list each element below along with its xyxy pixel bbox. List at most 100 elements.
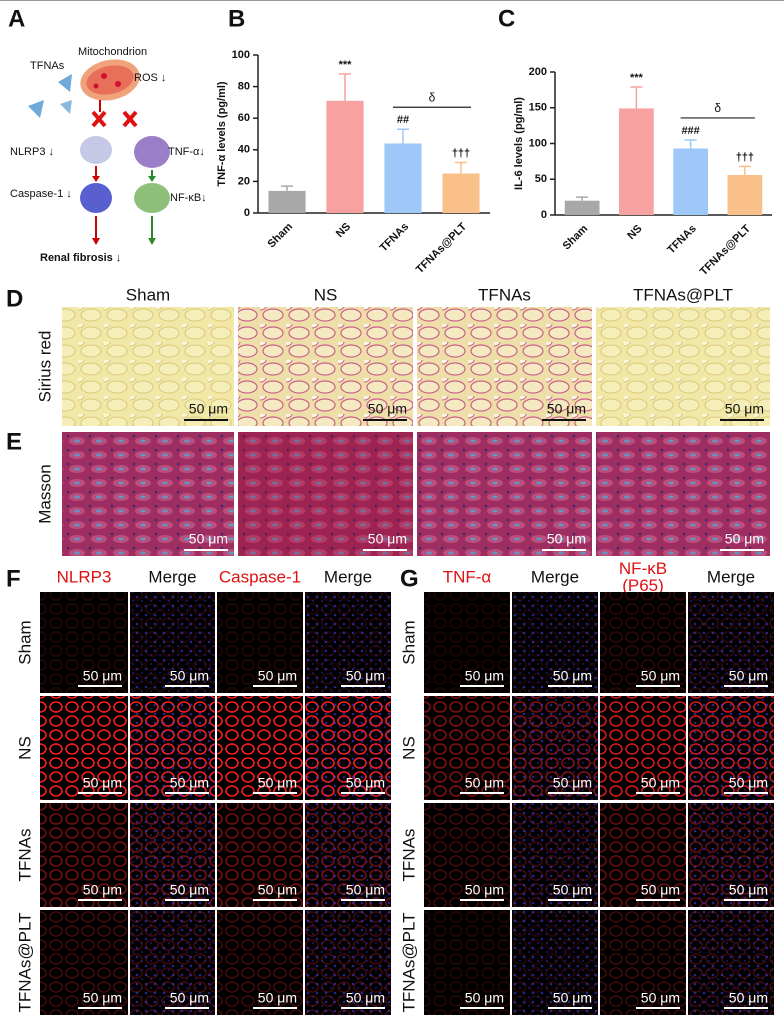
column-header: TFNAs xyxy=(478,285,531,304)
micrograph xyxy=(417,307,592,426)
y-axis-label: TNF-α levels (pg/ml) xyxy=(216,81,228,186)
column-header: Sham xyxy=(126,285,170,304)
y-tick-label: 50 xyxy=(535,173,547,185)
y-tick-label: 150 xyxy=(529,102,547,114)
row-label: TFNAs xyxy=(15,829,34,882)
micrograph-shade xyxy=(238,432,413,556)
y-tick-label: 0 xyxy=(244,207,250,219)
y-tick-label: 60 xyxy=(238,112,250,124)
scale-bar-label: 50 μm xyxy=(725,401,764,417)
red-signal xyxy=(40,803,128,907)
column-header: Merge xyxy=(531,567,579,586)
bar xyxy=(727,174,763,215)
blue-signal xyxy=(130,910,215,1015)
red-signal xyxy=(600,803,686,907)
scale-bar-label: 50 μm xyxy=(729,668,768,684)
column-header: NF-κB xyxy=(619,559,667,578)
blue-signal xyxy=(305,910,391,1015)
significance-label: *** xyxy=(630,72,644,84)
y-tick-label: 0 xyxy=(541,209,547,221)
comparison-label: δ xyxy=(429,90,436,104)
x-tick-label: TFNAs xyxy=(378,221,412,255)
panel-label: G xyxy=(400,565,419,592)
red-signal xyxy=(40,592,128,693)
blue-signal xyxy=(305,696,391,800)
row-label: TFNAs@PLT xyxy=(15,912,34,1012)
diagram-label: ROS ↓ xyxy=(134,72,166,84)
y-tick-label: 100 xyxy=(232,49,250,61)
scale-bar-label: 50 μm xyxy=(346,668,385,684)
scale-bar-label: 50 μm xyxy=(346,882,385,898)
blue-signal xyxy=(512,696,598,800)
scale-bar-label: 50 μm xyxy=(465,668,504,684)
row-label: TFNAs@PLT xyxy=(399,912,418,1012)
scale-bar-label: 50 μm xyxy=(729,775,768,791)
red-signal xyxy=(424,592,510,693)
scale-bar-label: 50 μm xyxy=(465,882,504,898)
scale-bar-label: 50 μm xyxy=(553,990,592,1006)
panel-label: E xyxy=(6,428,22,455)
red-signal xyxy=(424,696,510,800)
scale-bar-label: 50 μm xyxy=(641,775,680,791)
row-label: NS xyxy=(399,736,418,760)
blue-signal xyxy=(130,696,215,800)
scale-bar-label: 50 μm xyxy=(83,775,122,791)
blue-signal xyxy=(688,803,774,907)
bar xyxy=(326,100,364,213)
micrograph-shade xyxy=(417,432,592,556)
bar xyxy=(268,190,306,213)
y-tick-label: 200 xyxy=(529,66,547,78)
comparison-label: δ xyxy=(714,101,721,115)
bar xyxy=(619,108,654,215)
diagram-label: NF-κB↓ xyxy=(170,192,207,204)
scale-bar-label: 50 μm xyxy=(547,401,586,417)
bar xyxy=(442,173,480,213)
scale-bar-label: 50 μm xyxy=(258,668,297,684)
micrograph xyxy=(62,307,234,426)
significance-label: ††† xyxy=(736,151,754,163)
column-header: NLRP3 xyxy=(57,567,112,586)
scale-bar-label: 50 μm xyxy=(83,882,122,898)
bar xyxy=(384,143,422,213)
column-header: TNF-α xyxy=(443,567,492,586)
x-tick-label: TFNAs@PLT xyxy=(414,221,469,276)
bar xyxy=(673,148,708,215)
bar xyxy=(564,200,600,215)
y-tick-label: 100 xyxy=(529,137,547,149)
micrograph xyxy=(238,307,413,426)
scale-bar-label: 50 μm xyxy=(465,775,504,791)
scale-bar-label: 50 μm xyxy=(170,990,209,1006)
scale-bar-label: 50 μm xyxy=(83,990,122,1006)
scale-bar-label: 50 μm xyxy=(553,668,592,684)
scale-bar-label: 50 μm xyxy=(258,990,297,1006)
x-tick-label: TFNAs xyxy=(665,223,699,257)
scale-bar-label: 50 μm xyxy=(725,531,764,547)
scale-bar-label: 50 μm xyxy=(170,668,209,684)
row-label: Sham xyxy=(399,620,418,664)
x-tick-label: Sham xyxy=(265,221,295,251)
scale-bar-label: 50 μm xyxy=(170,882,209,898)
y-tick-label: 80 xyxy=(238,81,250,93)
scale-bar-label: 50 μm xyxy=(189,531,228,547)
panel-label: B xyxy=(228,5,245,32)
micrograph xyxy=(62,432,234,556)
column-header: TFNAs@PLT xyxy=(633,285,733,304)
column-header: NS xyxy=(314,285,338,304)
column-header: (P65) xyxy=(622,576,664,595)
blue-signal xyxy=(305,803,391,907)
x-tick-label: Sham xyxy=(561,223,591,253)
y-axis-label: IL-6 levels (pg/ml) xyxy=(513,97,525,190)
micrograph xyxy=(417,432,592,556)
blue-signal xyxy=(688,696,774,800)
scale-bar-label: 50 μm xyxy=(258,882,297,898)
diagram-label: Mitochondrion xyxy=(78,46,147,58)
scale-bar-label: 50 μm xyxy=(346,775,385,791)
blue-signal xyxy=(512,592,598,693)
red-signal xyxy=(600,592,686,693)
red-signal xyxy=(217,696,303,800)
row-label: Sirius red xyxy=(35,331,54,403)
scale-bar-label: 50 μm xyxy=(465,990,504,1006)
diagram-label: Renal fibrosis ↓ xyxy=(40,252,121,264)
diagram-label: Caspase-1 ↓ xyxy=(10,188,72,200)
